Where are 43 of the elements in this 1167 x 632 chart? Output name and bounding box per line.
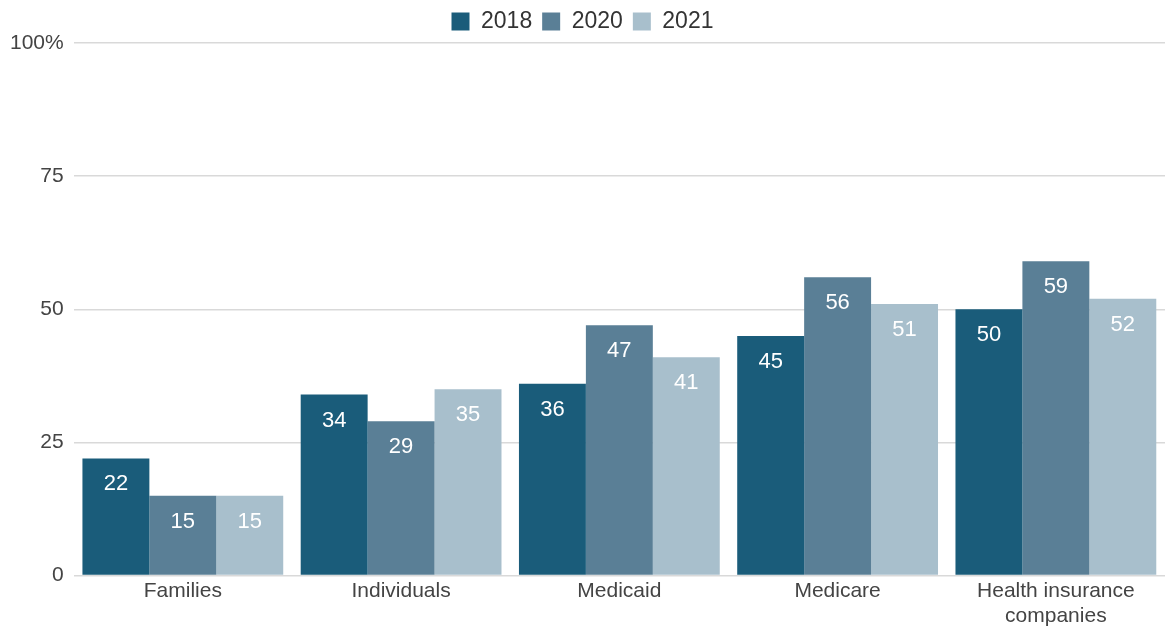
bar	[82, 458, 150, 575]
x-tick-label: Medicaid	[577, 578, 662, 601]
bar	[737, 335, 805, 575]
y-tick-label: 25	[40, 429, 64, 453]
bar	[300, 394, 368, 575]
data-label: 56	[825, 289, 850, 315]
data-label: 45	[758, 347, 783, 373]
data-label: 52	[1110, 310, 1136, 336]
data-label: 47	[607, 337, 632, 363]
data-label: 35	[455, 401, 481, 427]
bar	[518, 383, 586, 575]
data-label: 50	[976, 321, 1002, 347]
bar	[149, 495, 217, 575]
y-tick-label: 50	[40, 296, 64, 320]
data-label: 34	[321, 406, 347, 432]
data-label: 22	[103, 470, 129, 496]
data-label: 29	[388, 433, 414, 459]
data-label: 15	[170, 507, 196, 533]
legend-label: 2020	[571, 6, 623, 33]
bar	[955, 309, 1023, 575]
data-label: 36	[540, 395, 565, 421]
bar	[367, 421, 435, 575]
y-tick-label: 0	[52, 562, 64, 586]
bar	[871, 303, 939, 575]
bar	[652, 357, 720, 575]
data-label: 41	[674, 369, 699, 395]
x-tick-label: Health insurance companies	[977, 578, 1135, 627]
x-tick-label: Medicare	[794, 578, 881, 601]
y-tick-label: 75	[40, 162, 64, 186]
x-tick-label: Individuals	[351, 578, 451, 601]
legend-label: 2018	[481, 6, 533, 33]
bar	[216, 495, 284, 575]
bar	[585, 325, 653, 575]
bar	[1089, 298, 1157, 575]
bar	[804, 277, 872, 575]
bar	[434, 389, 502, 575]
x-tick-label: Families	[143, 578, 222, 601]
data-label: 15	[237, 507, 263, 533]
legend-label: 2021	[662, 6, 714, 33]
data-label: 59	[1043, 273, 1069, 299]
bar	[1022, 261, 1090, 575]
data-label: 51	[892, 316, 917, 342]
y-tick-label: 100%	[9, 29, 64, 53]
